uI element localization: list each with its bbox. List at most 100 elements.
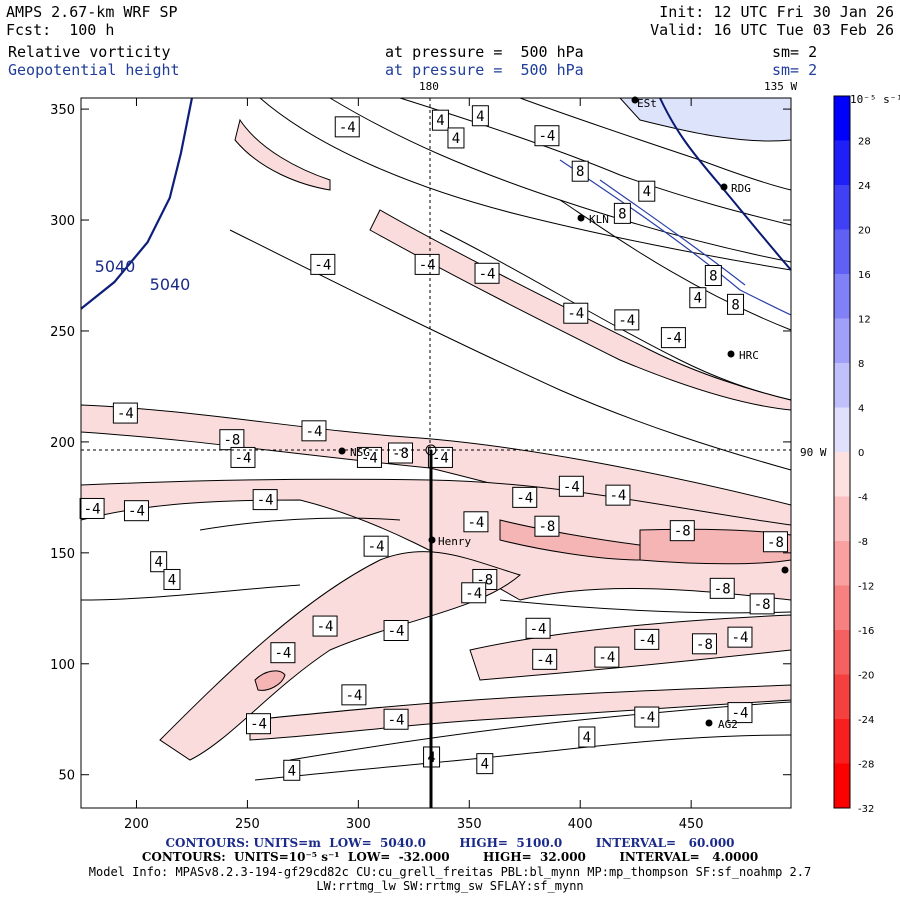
label-box	[563, 302, 589, 324]
contour-label-text: -4	[361, 450, 378, 466]
contour-label-box: -8	[219, 429, 245, 451]
label-box	[749, 593, 775, 615]
colorbar-segment	[834, 185, 850, 230]
lon-label-135w: 135 W	[764, 80, 798, 93]
station-kln: KLN	[589, 213, 609, 226]
label-box	[301, 420, 327, 442]
contour-label-text: -4	[536, 652, 553, 668]
contour-label-text: -4	[274, 646, 291, 662]
contour-label-box: -8	[534, 515, 560, 537]
label-box	[230, 446, 256, 468]
contour-label-box: -4	[112, 402, 138, 424]
colorbar-tick-label: 28	[858, 137, 871, 148]
height-contour-5040	[80, 97, 194, 310]
x-tick-label: 300	[346, 817, 371, 832]
contour-label-box: -8	[762, 531, 788, 553]
contour-label-text: -4	[314, 257, 331, 273]
contour-label-box: -4	[727, 626, 753, 648]
contour-label-text: -4	[618, 313, 635, 329]
contour-label-text: -4	[638, 710, 655, 726]
label-box	[578, 726, 596, 748]
label-box	[605, 484, 631, 506]
label-box	[512, 486, 538, 508]
height-contours: 5040 5040	[80, 97, 194, 310]
contour-label-box: -8	[709, 577, 735, 599]
contour-label-text: 4	[643, 184, 651, 200]
x-tick-label: 450	[679, 817, 704, 832]
contour-label-text: -4	[516, 490, 533, 506]
contour-label-text: -4	[563, 479, 580, 495]
contour-label-text: -4	[530, 621, 547, 637]
colorbar-tick-label: 12	[858, 315, 871, 326]
height-contour-label: 5040	[95, 257, 136, 276]
vorticity-band	[234, 118, 331, 191]
contour-label-box: -4	[334, 116, 360, 138]
vorticity-contour-line	[259, 97, 792, 271]
contour-label-text: 4	[288, 763, 296, 779]
contour-label-box: -4	[558, 475, 584, 497]
contour-label-text: -4	[539, 129, 556, 145]
station-dot	[705, 719, 713, 727]
vorticity-contour-info: CONTOURS: UNITS=10⁻⁵ s⁻¹ LOW= -32.000 HI…	[141, 850, 759, 864]
contour-label-box: 4	[163, 568, 181, 590]
contour-label-box: 4	[431, 109, 449, 131]
x-tick-label: 400	[568, 817, 593, 832]
contour-label-box: -4	[252, 489, 278, 511]
contour-label-box: -4	[512, 486, 538, 508]
colorbar-segment	[834, 229, 850, 274]
vorticity-contour-line	[439, 229, 792, 401]
label-box	[558, 475, 584, 497]
contour-label-box: -8	[691, 633, 717, 655]
label-box	[312, 615, 338, 637]
contour-label-text: -8	[754, 597, 771, 613]
label-box	[594, 646, 620, 668]
contour-label-box: 4	[150, 551, 168, 573]
y-tick-label: 150	[50, 547, 75, 562]
contour-label-box: 4	[471, 105, 489, 127]
contour-label-text: -4	[479, 266, 496, 282]
smoothing-2: sm= 2	[772, 61, 818, 79]
label-box	[727, 293, 745, 315]
contour-label-text: -8	[392, 446, 409, 462]
colorbar-segment	[834, 318, 850, 363]
x-tick-label: 200	[124, 817, 149, 832]
label-box	[614, 309, 640, 331]
label-box	[532, 648, 558, 670]
contour-label-text: -8	[223, 433, 240, 449]
contour-label-text: -4	[388, 624, 405, 640]
contour-label-box: -8	[669, 520, 695, 542]
colorbar-segment	[834, 363, 850, 408]
label-box	[634, 628, 660, 650]
colorbar-tick-label: -8	[858, 537, 868, 548]
lat-label-90w: 90 W	[800, 446, 827, 459]
contour-label-text: -8	[767, 535, 784, 551]
colorbar-tick-label: -28	[858, 760, 874, 771]
label-box	[534, 515, 560, 537]
contour-label-box: -4	[427, 446, 453, 468]
contour-label-box: 8	[571, 160, 589, 182]
contour-label-box: -4	[532, 648, 558, 670]
valid-time: Valid: 16 UTC Tue 03 Feb 26	[650, 21, 894, 39]
colorbar-frame	[833, 95, 851, 809]
vorticity-band	[254, 670, 286, 691]
contour-label-box: -4	[525, 617, 551, 639]
contour-label-box: -4	[356, 446, 382, 468]
field-height: Geopotential height	[8, 61, 180, 79]
label-box	[334, 116, 360, 138]
station-nsg: NSG	[350, 446, 370, 459]
label-box	[634, 706, 660, 728]
colorbar-segment	[834, 719, 850, 764]
x-tick-label: 350	[457, 817, 482, 832]
label-box	[310, 253, 336, 275]
contour-label-text: -4	[419, 257, 436, 273]
colorbar-segment	[834, 763, 850, 808]
contour-label-text: -4	[468, 515, 485, 531]
contour-label-text: -4	[128, 504, 145, 520]
contour-label-text: -8	[696, 637, 713, 653]
contour-label-box: 8	[704, 265, 722, 286]
label-box	[474, 262, 500, 284]
contour-label-box: 4	[638, 180, 656, 202]
contour-label-box: 8	[613, 202, 631, 224]
coastline	[659, 97, 792, 271]
